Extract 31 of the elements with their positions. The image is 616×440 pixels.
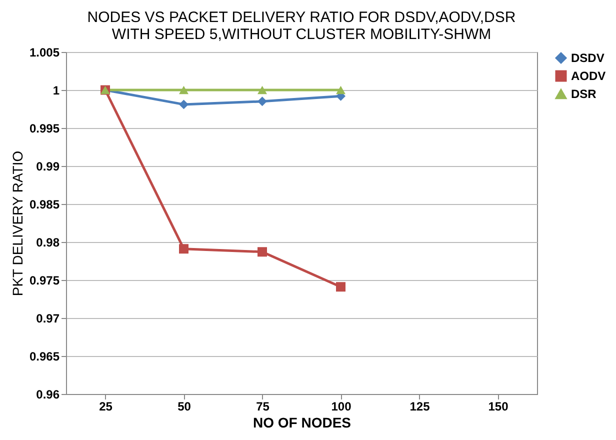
y-tick-label: 0.98 (36, 236, 60, 250)
point (258, 86, 267, 94)
y-tick-label: 1 (52, 84, 60, 98)
point (258, 96, 267, 106)
text: NODES VS PACKET DELIVERY RATIO FOR DSDV,AODV,DSR (87, 9, 516, 26)
point (336, 86, 346, 94)
point (258, 247, 267, 257)
y-tick-label: 1.005 (29, 46, 60, 60)
y-tick-label: 0.965 (29, 350, 60, 364)
x-axis-title: NO OF NODES (252, 414, 352, 430)
legend-label: AODV (571, 69, 606, 83)
y-tick-label: 0.975 (29, 274, 60, 288)
x-tick-label: 25 (99, 400, 113, 414)
y-tick-label: 0.97 (36, 312, 60, 326)
x-tick-label: 75 (256, 400, 270, 414)
x-tick-label: 125 (410, 400, 430, 414)
legend-label: DSDV (571, 51, 604, 65)
text: WITH SPEED 5,WITHOUT CLUSTER MOBILITY-SHWM (112, 26, 492, 43)
y-tick-label: 0.985 (29, 198, 60, 212)
point (179, 86, 188, 94)
y-tick-label: 0.99 (36, 160, 60, 174)
y-axis-title: PKT DELIVERY RATIO (9, 150, 26, 296)
point (179, 244, 188, 254)
x-tick-label: 50 (178, 400, 192, 414)
x-tick-label: 100 (331, 400, 352, 414)
y-tick-label: 0.96 (36, 388, 60, 402)
y-tick-label: 0.995 (29, 122, 60, 136)
point (336, 282, 346, 292)
x-tick-label: 150 (488, 400, 509, 414)
legend-label: DSR (571, 87, 597, 101)
point (179, 100, 188, 110)
